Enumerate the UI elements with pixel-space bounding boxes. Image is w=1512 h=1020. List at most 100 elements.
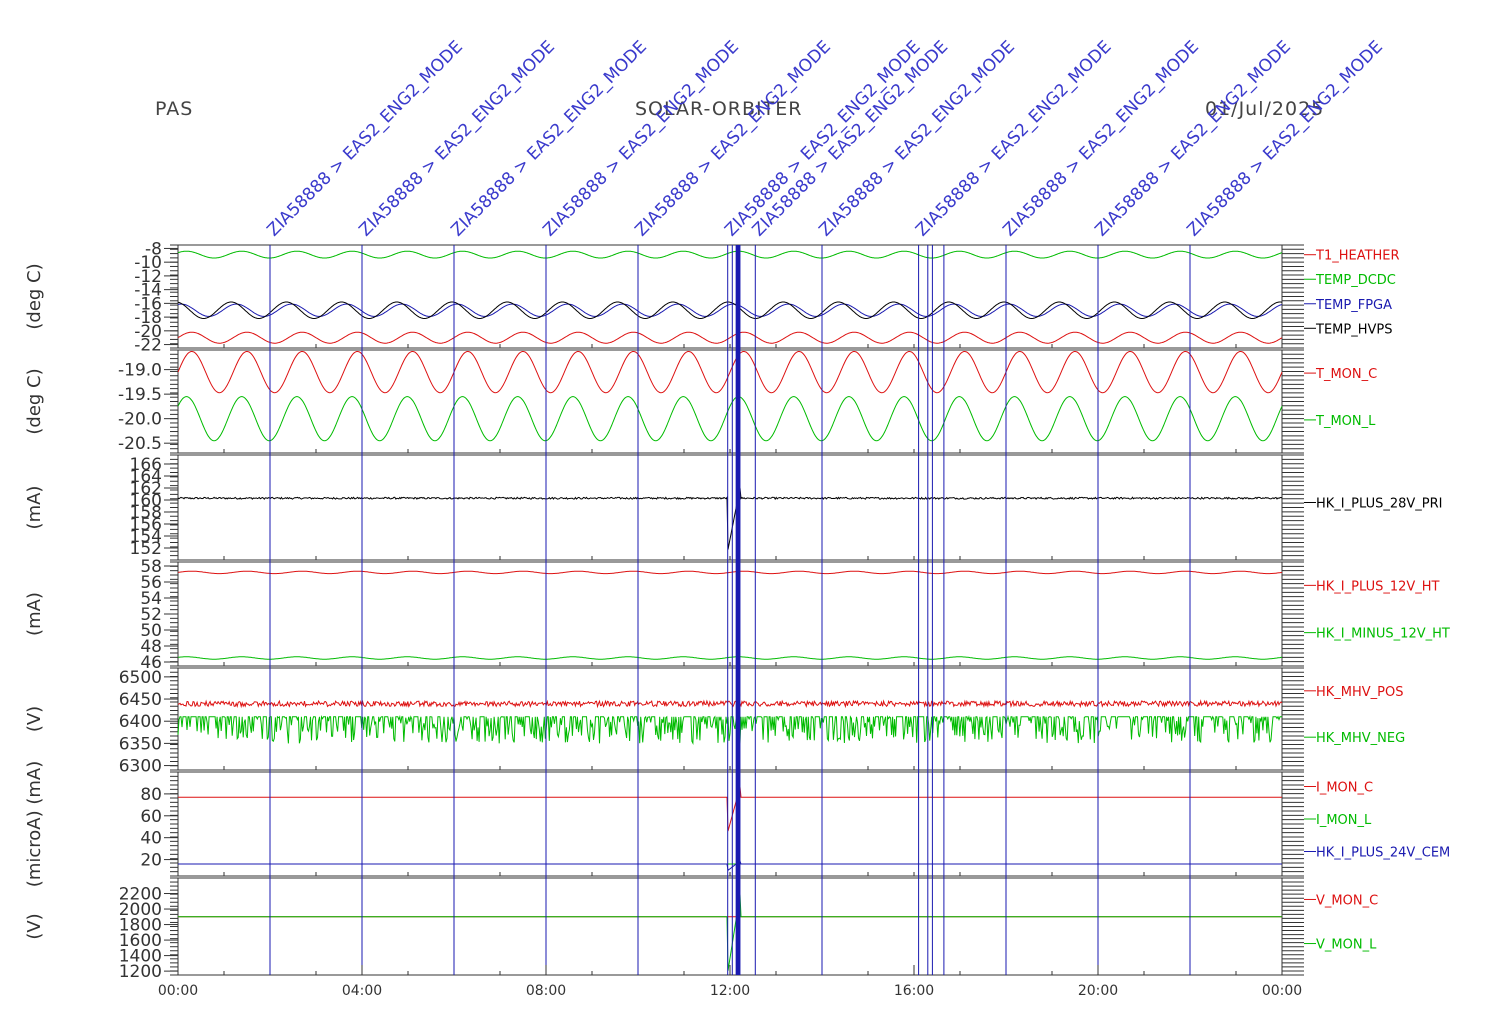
panel-frame xyxy=(177,561,1283,667)
y-tick-label: -8 xyxy=(145,239,162,259)
series-line-hk-mhv-pos xyxy=(177,699,1283,709)
legend-label: HK_I_PLUS_28V_PRI xyxy=(1316,497,1442,512)
y-tick-label: 156 xyxy=(130,515,162,535)
series-line-t-mon-l xyxy=(177,396,1283,442)
legend-label: T_MON_L xyxy=(1315,414,1376,429)
event-marker-label: ZIA58888 > EAS2_ENG2_MODE xyxy=(912,37,1115,240)
event-marker-label: ZIA58888 > EAS2_ENG2_MODE xyxy=(631,37,834,240)
series-line-i-mon-c xyxy=(178,786,1282,832)
y-tick-label: 60 xyxy=(140,807,162,827)
y-tick-label: -20 xyxy=(134,322,162,342)
y-tick-label: 54 xyxy=(140,589,162,609)
y-tick-label: -19.0 xyxy=(118,361,162,381)
y-tick-label: 2200 xyxy=(119,885,162,905)
y-tick-label: 80 xyxy=(140,785,162,805)
series-line-hk-i-minus-12v-ht xyxy=(177,656,1283,660)
y-tick-label: -14 xyxy=(134,281,162,301)
y-tick-label: 1400 xyxy=(119,947,162,967)
y-axis-label: (microA) (mA) xyxy=(24,761,45,887)
y-tick-label: 6350 xyxy=(119,734,162,754)
y-tick-label: -10 xyxy=(134,253,162,273)
x-tick-label: 12:00 xyxy=(710,983,750,999)
y-tick-label: 2000 xyxy=(119,900,162,920)
y-tick-label: 6400 xyxy=(119,712,162,732)
series-line-t1-heather xyxy=(177,331,1283,344)
panel-frame xyxy=(177,454,1283,561)
panel-2: -19.0 -19.5 -20.0 -20.5 (deg C) T_MON_C T_MON_… xyxy=(24,349,1377,454)
y-axis-label: (mA) xyxy=(24,486,45,530)
series-line-temp-fpga xyxy=(177,303,1283,317)
series-line-hk-mhv-neg xyxy=(177,714,1282,745)
y-axis-label: (deg C) xyxy=(24,368,45,434)
y-tick-label: 46 xyxy=(140,653,162,673)
legend-label: HK_I_MINUS_12V_HT xyxy=(1316,627,1450,642)
series-line-hk-i-plus-28v-pri xyxy=(177,487,1283,550)
panel-frame xyxy=(177,244,1283,349)
legend-label: HK_I_PLUS_12V_HT xyxy=(1316,579,1440,594)
y-tick-label: 166 xyxy=(130,455,162,475)
y-tick-label: 6300 xyxy=(119,757,162,777)
legend-label: TEMP_FPGA xyxy=(1315,298,1392,313)
panel-1: -8-10-12-14-16-18-20-22 (deg C) T1_HEATHER… xyxy=(24,239,1400,355)
y-tick-label: 1200 xyxy=(119,962,162,982)
y-tick-label: -20.0 xyxy=(118,410,162,430)
y-tick-label: 50 xyxy=(140,621,162,641)
x-tick-label: 04:00 xyxy=(342,983,382,999)
legend-label: TEMP_DCDC xyxy=(1315,273,1396,288)
header-left: PAS xyxy=(155,98,194,120)
legend-label: HK_I_PLUS_24V_CEM xyxy=(1316,846,1450,861)
y-tick-label: -12 xyxy=(134,267,162,287)
y-tick-label: -19.5 xyxy=(118,385,162,405)
series-line-hk-i-plus-24v-cem xyxy=(178,860,1282,872)
y-tick-label: 162 xyxy=(130,479,162,499)
panel-frame xyxy=(177,667,1283,771)
legend-label: V_MON_C xyxy=(1316,893,1378,908)
event-marker-label: ZIA58888 > EAS2_ENG2_MODE xyxy=(263,37,466,240)
x-tick-label: 00:00 xyxy=(158,983,198,999)
y-tick-label: 40 xyxy=(140,829,162,849)
x-tick-label: 20:00 xyxy=(1078,983,1118,999)
y-tick-label: -16 xyxy=(134,294,162,314)
series-line-t-mon-c xyxy=(177,351,1283,394)
legend-label: HK_MHV_NEG xyxy=(1316,731,1405,746)
event-marker-label: ZIA58888 > EAS2_ENG2_MODE xyxy=(999,37,1202,240)
y-tick-label: 160 xyxy=(130,491,162,511)
y-axis-label: (V) xyxy=(24,706,45,732)
y-axis-label: (V) xyxy=(24,913,45,939)
y-tick-label: 20 xyxy=(140,851,162,871)
y-tick-label: 6450 xyxy=(119,690,162,710)
event-marker-label: ZIA58888 > EAS2_ENG2_MODE xyxy=(447,37,650,240)
series-line-v-mon-l xyxy=(178,894,1282,971)
series-line-hk-i-plus-12v-ht xyxy=(177,570,1283,575)
y-tick-label: -20.5 xyxy=(118,434,162,454)
y-tick-label: 58 xyxy=(140,557,162,577)
y-tick-label: -22 xyxy=(134,336,162,356)
y-tick-label: 6500 xyxy=(119,668,162,688)
x-tick-label: 00:00 xyxy=(1262,983,1302,999)
y-axis-label: (deg C) xyxy=(24,263,45,329)
panel-frame xyxy=(177,349,1283,454)
y-tick-label: 56 xyxy=(140,573,162,593)
y-tick-label: 158 xyxy=(130,503,162,523)
y-tick-label: 154 xyxy=(130,527,162,547)
y-axis-label: (mA) xyxy=(24,592,45,636)
header-center: SOLAR-ORBITER xyxy=(635,98,803,120)
y-tick-label: 52 xyxy=(140,605,162,625)
header-right: 01/Jul/2025 xyxy=(1205,98,1325,120)
legend-label: T_MON_C xyxy=(1315,367,1377,382)
y-tick-label: -18 xyxy=(134,308,162,328)
series-line-temp-dcdc xyxy=(177,250,1283,259)
event-marker-label: ZIA58888 > EAS2_ENG2_MODE xyxy=(1091,37,1294,240)
y-tick-label: 48 xyxy=(140,637,162,657)
y-tick-label: 152 xyxy=(130,539,162,559)
legend-label: I_MON_C xyxy=(1316,781,1373,796)
x-tick-label: 08:00 xyxy=(526,983,566,999)
x-tick-label: 16:00 xyxy=(894,983,934,999)
event-marker-label: ZIA58888 > EAS2_ENG2_MODE xyxy=(355,37,558,240)
event-marker-label: ZIA58888 > EAS2_ENG2_MODE xyxy=(539,37,742,240)
event-marker-label: ZIA58888 > EAS2_ENG2_MODE xyxy=(721,37,924,240)
legend-label: HK_MHV_POS xyxy=(1316,685,1404,700)
